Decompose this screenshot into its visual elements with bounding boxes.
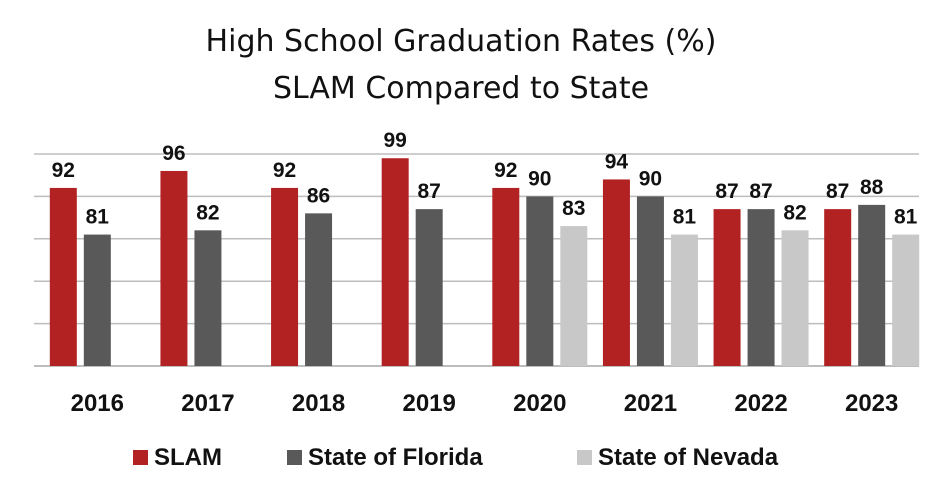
data-label: 92 [52, 159, 75, 182]
data-labels: 92 81 96 82 92 86 99 87 92 90 83 94 90 81 87 87 82 87 88 81 [52, 129, 918, 228]
data-label: 88 [860, 176, 884, 199]
legend-swatch [287, 450, 302, 465]
data-label: 87 [418, 180, 441, 203]
x-tick-label: 2018 [292, 390, 345, 417]
data-label: 82 [196, 201, 219, 224]
data-label: 99 [384, 129, 407, 152]
chart-subtitle: SLAM Compared to State [273, 71, 649, 106]
bar-state-of-florida-2016 [83, 234, 111, 366]
bar-state-of-nevada-2022 [781, 230, 809, 366]
data-label: 83 [562, 197, 585, 220]
x-tick-label: 2023 [845, 390, 898, 417]
data-label: 92 [273, 159, 296, 182]
bar-slam-2019 [381, 158, 409, 366]
legend-label: State of Florida [308, 444, 483, 471]
bar-slam-2021 [602, 179, 630, 366]
legend-swatch [577, 450, 592, 465]
data-label: 87 [826, 180, 849, 203]
bar-state-of-florida-2019 [415, 209, 443, 366]
bar-state-of-nevada-2020 [560, 226, 588, 366]
data-label: 96 [162, 142, 185, 165]
bar-state-of-florida-2021 [636, 196, 664, 366]
bars [49, 158, 920, 366]
bar-slam-2017 [160, 170, 188, 366]
bar-state-of-florida-2017 [194, 230, 222, 366]
bar-state-of-florida-2022 [747, 209, 775, 366]
data-label: 94 [605, 150, 629, 173]
data-label: 90 [639, 167, 662, 190]
bar-slam-2020 [492, 187, 520, 366]
legend-swatch [133, 450, 148, 465]
bar-slam-2018 [271, 187, 299, 366]
data-label: 81 [86, 206, 110, 229]
x-tick-label: 2017 [181, 390, 234, 417]
data-label: 86 [307, 184, 330, 207]
bar-slam-2022 [713, 209, 741, 366]
bar-state-of-nevada-2021 [670, 234, 698, 366]
bar-state-of-florida-2020 [526, 196, 554, 366]
x-tick-label: 2016 [71, 390, 124, 417]
bar-slam-2023 [824, 209, 852, 366]
data-label: 90 [528, 167, 551, 190]
data-label: 81 [894, 206, 918, 229]
bar-state-of-florida-2023 [858, 204, 886, 366]
data-label: 87 [715, 180, 738, 203]
bar-state-of-florida-2018 [305, 213, 333, 366]
x-tick-label: 2020 [513, 390, 566, 417]
x-tick-label: 2019 [402, 390, 455, 417]
chart-title: High School Graduation Rates (%) [206, 24, 717, 59]
bar-state-of-nevada-2023 [892, 234, 920, 366]
data-label: 82 [783, 201, 806, 224]
data-label: 87 [749, 180, 772, 203]
x-axis-ticks: 2016 2017 2018 2019 2020 2021 2022 2023 [71, 390, 899, 417]
legend: SLAM State of Florida State of Nevada [133, 444, 779, 471]
legend-label: State of Nevada [598, 444, 779, 471]
x-tick-label: 2022 [734, 390, 787, 417]
x-tick-label: 2021 [624, 390, 677, 417]
data-label: 92 [494, 159, 517, 182]
data-label: 81 [673, 206, 697, 229]
legend-label: SLAM [154, 444, 222, 471]
bar-slam-2016 [49, 187, 77, 366]
